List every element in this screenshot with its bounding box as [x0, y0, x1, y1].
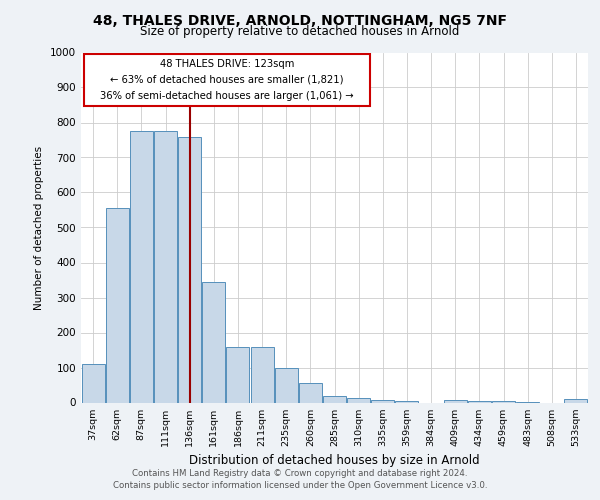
Bar: [82, 364, 104, 403]
Text: Contains HM Land Registry data © Crown copyright and database right 2024.: Contains HM Land Registry data © Crown c…: [132, 470, 468, 478]
Bar: [444, 400, 467, 402]
Bar: [226, 346, 250, 403]
Text: Contains public sector information licensed under the Open Government Licence v3: Contains public sector information licen…: [113, 482, 487, 490]
Bar: [106, 208, 128, 402]
Bar: [299, 383, 322, 402]
Text: 48 THALES DRIVE: 123sqm: 48 THALES DRIVE: 123sqm: [160, 60, 294, 70]
Bar: [323, 396, 346, 402]
Bar: [468, 401, 491, 402]
Bar: [371, 400, 394, 402]
Bar: [130, 131, 153, 402]
FancyBboxPatch shape: [83, 54, 370, 106]
Bar: [492, 401, 515, 402]
Text: ← 63% of detached houses are smaller (1,821): ← 63% of detached houses are smaller (1,…: [110, 75, 344, 85]
Bar: [347, 398, 370, 402]
Text: 48, THALES DRIVE, ARNOLD, NOTTINGHAM, NG5 7NF: 48, THALES DRIVE, ARNOLD, NOTTINGHAM, NG…: [93, 14, 507, 28]
Text: Size of property relative to detached houses in Arnold: Size of property relative to detached ho…: [140, 25, 460, 38]
Y-axis label: Number of detached properties: Number of detached properties: [34, 146, 44, 310]
Bar: [154, 131, 177, 402]
Bar: [251, 346, 274, 403]
Text: 36% of semi-detached houses are larger (1,061) →: 36% of semi-detached houses are larger (…: [100, 92, 353, 102]
Bar: [202, 282, 225, 403]
Bar: [178, 136, 201, 402]
Bar: [395, 401, 418, 402]
Bar: [275, 368, 298, 402]
X-axis label: Distribution of detached houses by size in Arnold: Distribution of detached houses by size …: [189, 454, 480, 467]
Bar: [565, 399, 587, 402]
